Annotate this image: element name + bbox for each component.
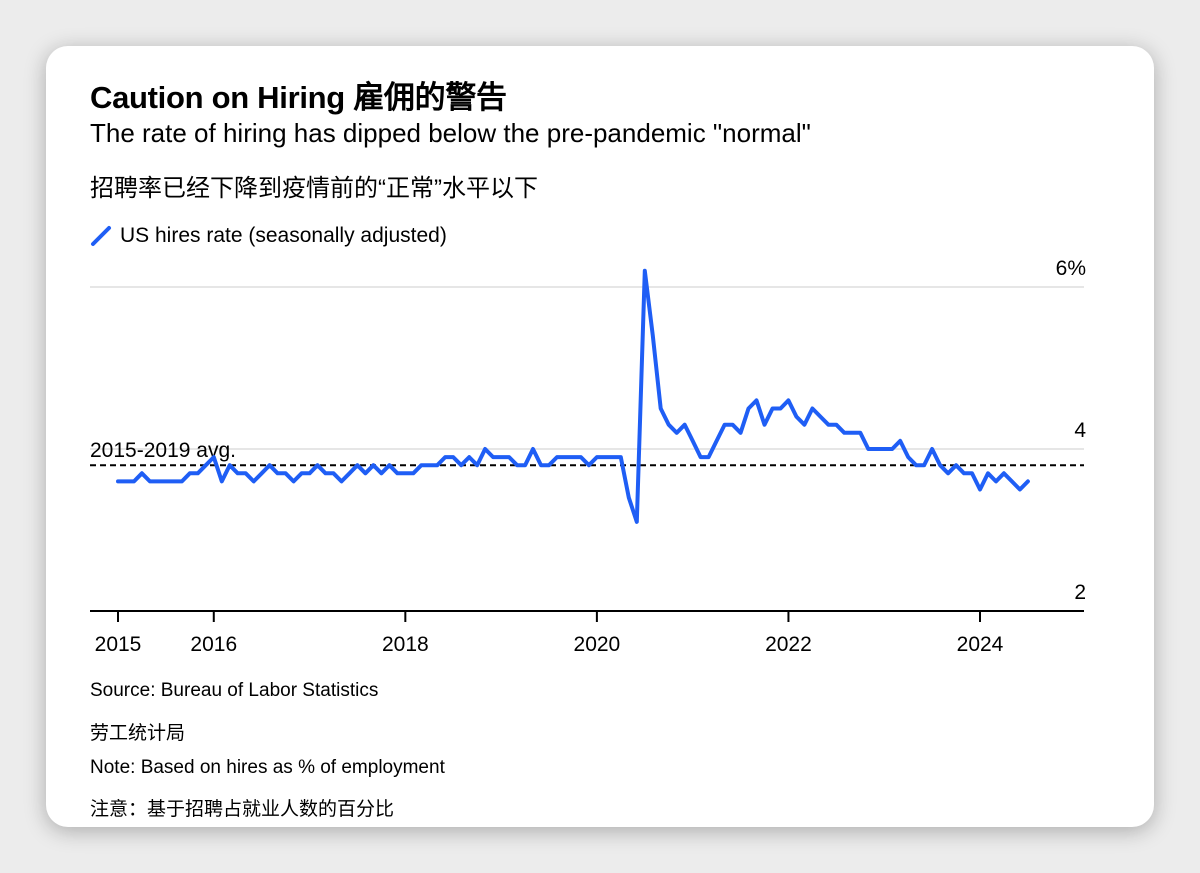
chart-title: Caution on Hiring 雇佣的警告 [90,80,507,115]
chart-subtitle-zh: 招聘率已经下降到疫情前的“正常”水平以下 [90,175,538,202]
x-tick-label-2018: 2018 [382,633,429,656]
y-tick-label-6: 6% [1056,257,1086,280]
legend: US hires rate (seasonally adjusted) [90,224,447,248]
legend-label: US hires rate (seasonally adjusted) [120,224,447,247]
x-tick-label-2020: 2020 [574,633,621,656]
source-note: Source: Bureau of Labor Statistics [90,680,379,701]
chart-card: Caution on Hiring 雇佣的警告 The rate of hiri… [46,46,1154,827]
method-note-zh: 注意：基于招聘占就业人数的百分比 [90,799,395,820]
x-tick-label-2024: 2024 [957,633,1004,656]
legend-line-icon [91,226,111,246]
x-tick-label-2016: 2016 [190,633,237,656]
source-note-zh: 劳工统计局 [90,723,186,744]
method-note: Note: Based on hires as % of employment [90,757,445,778]
y-tick-label-2: 2 [1074,581,1086,604]
line-chart: 6% 4 2 2015 2016 2018 2020 2022 2024 2015-2019 av… [90,257,1086,656]
y-tick-label-4: 4 [1074,419,1086,442]
x-tick-label-2022: 2022 [765,633,812,656]
x-tick-label-2015: 2015 [95,633,142,656]
chart-subtitle: The rate of hiring has dipped below the … [90,118,811,148]
series-line-0 [116,268,1030,524]
reference-line-label: 2015-2019 avg. [90,439,236,462]
